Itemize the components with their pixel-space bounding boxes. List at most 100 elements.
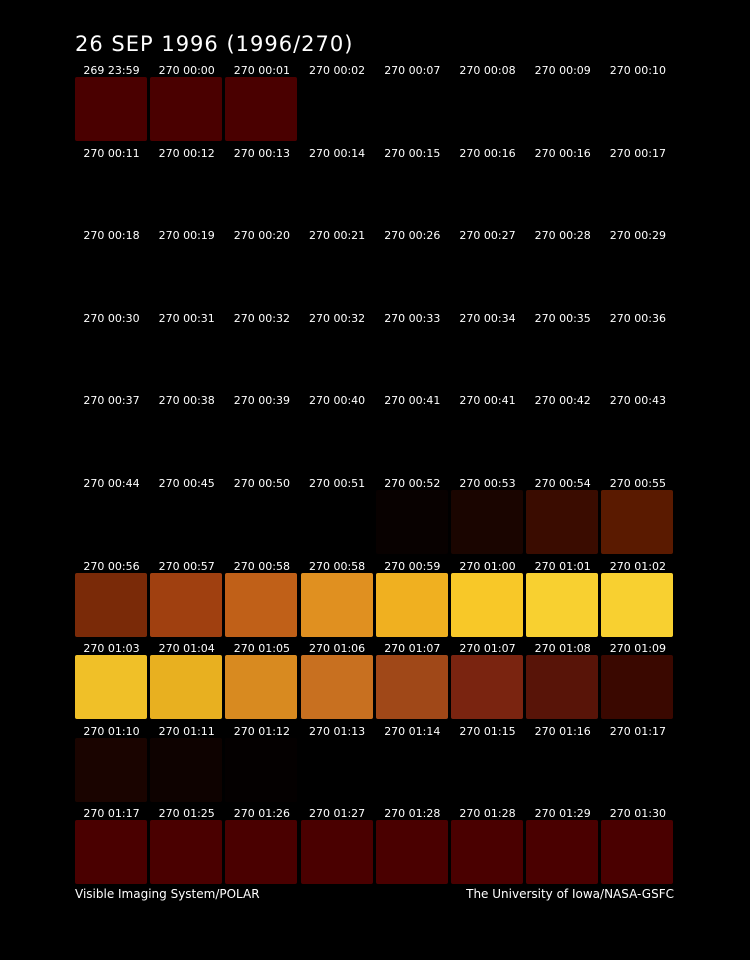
image-tile bbox=[150, 159, 223, 224]
image-tile bbox=[601, 159, 674, 224]
image-tile bbox=[526, 572, 599, 637]
image-tile bbox=[300, 490, 373, 554]
image-tile bbox=[150, 572, 223, 637]
cell-label: 270 01:10 bbox=[83, 724, 140, 738]
cell-label: 270 00:45 bbox=[158, 477, 215, 490]
cell-label: 270 01:13 bbox=[308, 724, 366, 738]
image-tile bbox=[451, 242, 523, 307]
cell-label: 270 01:28 bbox=[459, 807, 516, 821]
cell-label: 270 00:53 bbox=[459, 477, 516, 490]
image-tile bbox=[601, 737, 674, 802]
image-tile bbox=[75, 407, 147, 472]
cell-label: 270 00:27 bbox=[459, 229, 516, 243]
image-tile bbox=[451, 159, 523, 224]
cell-label: 270 00:30 bbox=[83, 311, 140, 325]
image-tile bbox=[75, 737, 147, 802]
image-tile bbox=[451, 324, 523, 389]
image-tile bbox=[75, 572, 147, 637]
image-tile bbox=[526, 324, 599, 389]
image-tile bbox=[451, 820, 523, 885]
image-tile bbox=[451, 737, 523, 802]
image-tile bbox=[225, 159, 298, 224]
image-tile bbox=[375, 737, 448, 802]
cell-label: 270 00:58 bbox=[233, 559, 290, 573]
image-tile bbox=[375, 820, 448, 885]
image-tile bbox=[601, 655, 674, 720]
image-tile bbox=[300, 820, 373, 885]
image-tile bbox=[300, 159, 373, 224]
cell-label: 270 00:37 bbox=[83, 394, 140, 408]
cell-label: 270 00:44 bbox=[83, 477, 140, 490]
image-tile bbox=[225, 77, 298, 141]
cell-label: 270 01:25 bbox=[158, 807, 215, 821]
image-tile bbox=[225, 242, 298, 307]
cell-label: 270 00:10 bbox=[609, 64, 666, 77]
cell-label: 270 01:02 bbox=[609, 559, 666, 573]
cell-label: 270 00:38 bbox=[158, 394, 215, 408]
image-tile bbox=[375, 572, 448, 637]
image-tile bbox=[526, 407, 599, 472]
cell-label: 270 01:30 bbox=[609, 807, 666, 821]
cell-label: 270 00:32 bbox=[308, 311, 366, 325]
image-tile bbox=[451, 490, 523, 554]
image-tile bbox=[601, 407, 674, 472]
image-tile bbox=[75, 820, 147, 885]
image-tile bbox=[225, 407, 298, 472]
image-tile bbox=[375, 77, 448, 141]
cell-label: 270 01:08 bbox=[534, 642, 591, 656]
cell-label: 270 01:01 bbox=[534, 559, 591, 573]
cell-label: 270 01:17 bbox=[83, 807, 140, 821]
footer-left: Visible Imaging System/POLAR bbox=[75, 887, 260, 901]
image-tile bbox=[526, 737, 599, 802]
image-tile bbox=[75, 77, 147, 141]
image-tile bbox=[300, 77, 373, 141]
cell-label: 270 01:03 bbox=[83, 642, 140, 656]
cell-label: 270 00:59 bbox=[384, 559, 441, 573]
cell-label: 269 23:59 bbox=[83, 64, 140, 77]
cell-label: 270 00:34 bbox=[459, 311, 516, 325]
image-tile bbox=[601, 820, 674, 885]
cell-label: 270 00:54 bbox=[534, 477, 591, 490]
cell-label: 270 00:41 bbox=[384, 394, 441, 408]
cell-label: 270 01:06 bbox=[308, 642, 366, 656]
cell-label: 270 01:07 bbox=[459, 642, 516, 656]
image-tile bbox=[526, 820, 599, 885]
image-tile bbox=[601, 242, 674, 307]
title: 26 SEP 1996 (1996/270) bbox=[75, 32, 354, 56]
cell-label: 270 00:58 bbox=[308, 559, 366, 573]
cell-label: 270 00:20 bbox=[233, 229, 290, 243]
cell-label: 270 00:42 bbox=[534, 394, 591, 408]
cell-label: 270 01:05 bbox=[233, 642, 290, 656]
cell-label: 270 00:00 bbox=[158, 64, 215, 77]
cell-label: 270 00:16 bbox=[534, 146, 591, 160]
image-tile bbox=[75, 490, 147, 554]
cell-label: 270 00:56 bbox=[83, 559, 140, 573]
image-tile bbox=[75, 242, 147, 307]
image-tile bbox=[225, 737, 298, 802]
image-tile bbox=[375, 655, 448, 720]
image-tile bbox=[451, 77, 523, 141]
cell-label: 270 00:39 bbox=[233, 394, 290, 408]
image-tile bbox=[150, 655, 223, 720]
cell-label: 270 00:35 bbox=[534, 311, 591, 325]
cell-label: 270 01:14 bbox=[384, 724, 441, 738]
cell-label: 270 01:27 bbox=[308, 807, 366, 821]
cell-label: 270 01:07 bbox=[384, 642, 441, 656]
cell-label: 270 00:09 bbox=[534, 64, 591, 77]
image-tile bbox=[225, 572, 298, 637]
cell-label: 270 00:31 bbox=[158, 311, 215, 325]
image-tile bbox=[300, 407, 373, 472]
cell-label: 270 01:11 bbox=[158, 724, 215, 738]
footer-right: The University of Iowa/NASA-GSFC bbox=[466, 887, 674, 901]
image-tile bbox=[375, 242, 448, 307]
cell-label: 270 01:16 bbox=[534, 724, 591, 738]
image-tile bbox=[225, 820, 298, 885]
image-tile bbox=[601, 572, 674, 637]
image-tile bbox=[451, 655, 523, 720]
image-tile bbox=[75, 324, 147, 389]
image-tile bbox=[225, 490, 298, 554]
image-tile bbox=[150, 737, 223, 802]
cell-label: 270 00:07 bbox=[384, 64, 441, 77]
cell-label: 270 00:02 bbox=[308, 64, 366, 77]
